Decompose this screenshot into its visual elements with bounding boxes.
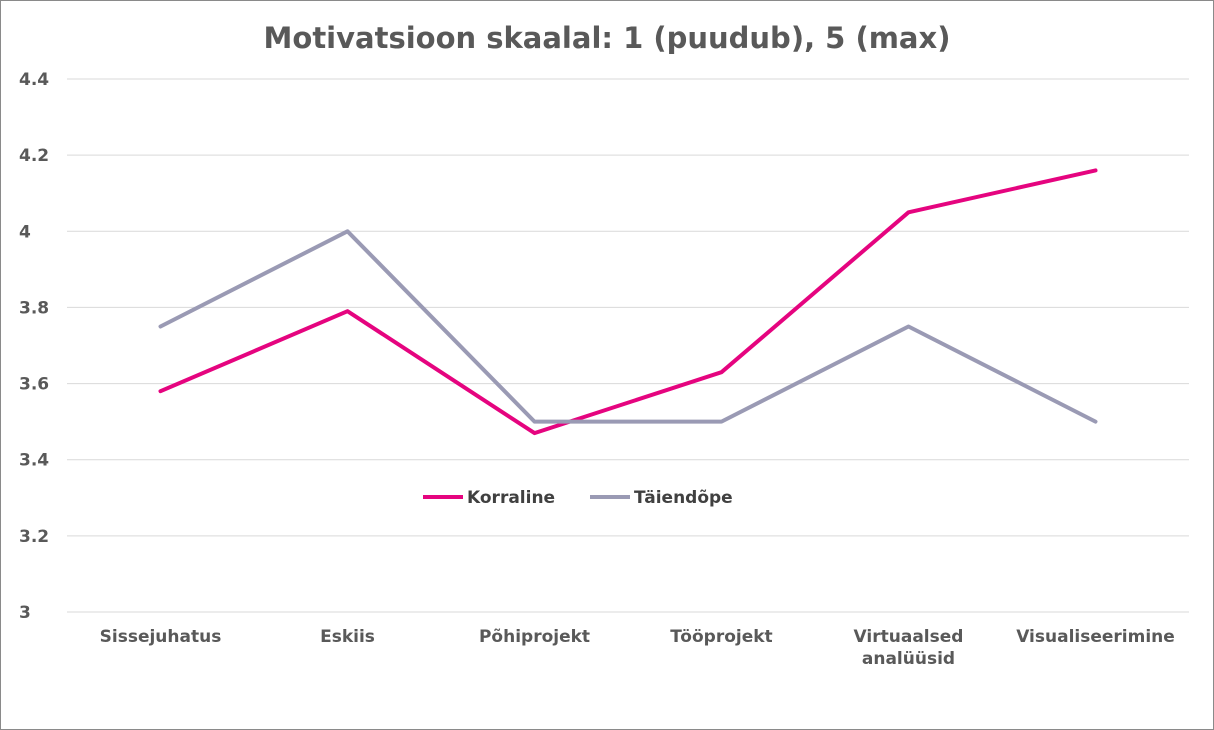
y-tick-label: 4.4 [19,70,49,90]
y-axis-tick-labels: 3 3.2 3.4 3.6 3.8 4 4.2 4.4 [19,70,49,623]
y-tick-label: 4.2 [19,146,49,166]
x-tick-label-line: Virtuaalsed [854,627,964,647]
series-lines [158,168,1098,436]
legend-label: Korraline [467,488,555,508]
x-tick-label: Visualiseerimine [1016,627,1175,647]
x-tick-label-line: Sissejuhatus [100,627,222,647]
y-tick-label: 3.6 [19,375,49,395]
y-tick-label: 3.2 [19,527,49,547]
y-tick-label: 4 [19,222,31,242]
x-tick-label-line: analüüsid [862,649,955,669]
x-tick-label-line: Tööprojekt [670,627,772,647]
x-axis-tick-labels: Sissejuhatus Eskiis Põhiprojekt Tööprojekt V… [100,627,1175,669]
y-tick-label: 3.8 [19,298,49,318]
x-tick-label-line: Põhiprojekt [479,627,590,647]
series-line-1 [158,168,1098,436]
x-tick-label-line: Visualiseerimine [1016,627,1175,647]
chart-title: Motivatsioon skaalal: 1 (puudub), 5 (max… [264,21,951,55]
x-tick-label: Põhiprojekt [479,627,590,647]
legend-label: Täiendõpe [634,488,733,508]
y-tick-label: 3.4 [19,451,49,471]
x-tick-label-line: Eskiis [320,627,375,647]
series-line-2 [158,229,1098,424]
x-tick-label: Sissejuhatus [100,627,222,647]
legend: Korraline Täiendõpe [423,488,733,508]
gridlines [67,78,1189,613]
y-tick-label: 3 [19,603,31,623]
x-tick-label: Virtuaalsed analüüsid [854,627,964,669]
x-tick-label: Eskiis [320,627,375,647]
x-tick-label: Tööprojekt [670,627,772,647]
